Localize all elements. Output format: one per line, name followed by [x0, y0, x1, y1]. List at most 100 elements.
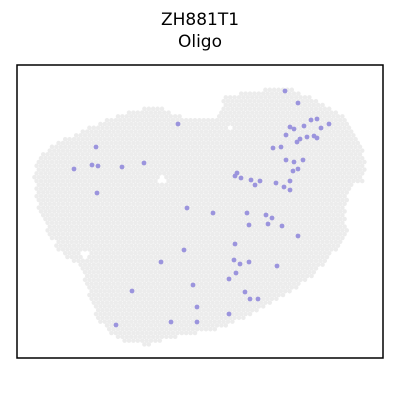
- tissue-spot: [256, 114, 262, 119]
- tissue-spot: [69, 171, 75, 176]
- tissue-spot: [190, 205, 196, 210]
- tissue-spot: [80, 167, 86, 172]
- tissue-spot: [247, 152, 253, 157]
- tissue-spot: [124, 136, 130, 142]
- tissue-spot: [188, 247, 193, 252]
- tissue-spot: [291, 228, 297, 233]
- tissue-spot: [150, 326, 156, 332]
- tissue-spot: [115, 159, 121, 165]
- tissue-spot: [166, 148, 171, 153]
- tissue-spot: [293, 155, 299, 161]
- tissue-spot: [58, 159, 64, 165]
- tissue-spot: [73, 209, 79, 214]
- tissue-spot: [245, 201, 251, 207]
- tissue-spot: [296, 220, 301, 226]
- tissue-spot: [243, 220, 248, 226]
- tissue-spot: [65, 171, 70, 176]
- tissue-spot: [159, 197, 165, 203]
- tissue-spot: [241, 171, 246, 176]
- tissue-spot: [318, 144, 323, 150]
- tissue-spot: [254, 239, 259, 245]
- tissue-spot: [166, 163, 171, 169]
- tissue-spot: [102, 190, 108, 195]
- tissue-spot: [249, 148, 255, 153]
- tissue-spot: [309, 114, 314, 119]
- tissue-spot: [232, 247, 237, 252]
- tissue-spot: [276, 133, 281, 138]
- tissue-spot: [296, 129, 301, 134]
- tissue-spot: [181, 129, 187, 134]
- tissue-spot: [258, 163, 264, 169]
- tissue-spot: [164, 190, 169, 195]
- tissue-spot: [194, 266, 200, 271]
- tissue-spot: [307, 110, 312, 115]
- tissue-spot: [95, 125, 101, 131]
- tissue-spot: [78, 163, 83, 169]
- tissue-spot: [188, 224, 193, 229]
- tissue-spot: [201, 300, 207, 305]
- tissue-spot: [225, 220, 231, 226]
- tissue-spot: [179, 163, 185, 169]
- tissue-spot: [100, 224, 105, 229]
- highlighted-spot: [263, 212, 269, 218]
- tissue-spot: [318, 106, 323, 112]
- tissue-spot: [76, 235, 81, 241]
- highlighted-spot: [300, 157, 306, 163]
- tissue-spot: [95, 315, 101, 321]
- tissue-spot: [331, 152, 336, 157]
- tissue-spot: [139, 171, 145, 176]
- tissue-spot: [282, 197, 288, 203]
- tissue-spot: [164, 334, 169, 340]
- tissue-spot: [241, 315, 246, 321]
- tissue-spot: [172, 281, 178, 286]
- tissue-spot: [302, 231, 308, 237]
- tissue-spot: [76, 182, 81, 188]
- tissue-spot: [139, 117, 145, 123]
- tissue-spot: [175, 193, 180, 199]
- tissue-spot: [329, 193, 334, 199]
- tissue-spot: [159, 159, 165, 165]
- tissue-spot: [49, 152, 55, 157]
- tissue-spot: [309, 152, 314, 157]
- highlighted-spot: [210, 210, 216, 216]
- tissue-spot: [326, 144, 332, 150]
- tissue-spot: [335, 159, 341, 165]
- tissue-spot: [296, 182, 301, 188]
- tissue-spot: [234, 304, 240, 309]
- tissue-spot: [313, 182, 319, 188]
- tissue-spot: [230, 281, 235, 286]
- tissue-spot: [73, 216, 79, 222]
- tissue-spot: [355, 171, 361, 176]
- tissue-spot: [102, 152, 108, 157]
- tissue-spot: [131, 247, 136, 252]
- tissue-spot: [302, 140, 308, 146]
- tissue-spot: [241, 201, 246, 207]
- tissue-spot: [153, 209, 158, 214]
- tissue-spot: [324, 178, 330, 184]
- tissue-spot: [245, 148, 251, 153]
- tissue-spot: [120, 304, 125, 309]
- tissue-spot: [269, 174, 275, 180]
- tissue-spot: [133, 152, 138, 157]
- tissue-spot: [148, 216, 154, 222]
- tissue-spot: [329, 178, 334, 184]
- tissue-spot: [194, 273, 200, 279]
- tissue-spot: [161, 224, 167, 229]
- tissue-spot: [137, 334, 143, 340]
- tissue-spot: [142, 319, 147, 324]
- tissue-spot: [78, 133, 83, 138]
- tissue-spot: [274, 167, 279, 172]
- tissue-spot: [113, 216, 119, 222]
- tissue-spot: [45, 174, 50, 180]
- tissue-spot: [194, 250, 200, 256]
- tissue-spot: [199, 288, 204, 294]
- tissue-spot: [243, 250, 248, 256]
- tissue-spot: [179, 330, 185, 336]
- tissue-spot: [357, 167, 363, 172]
- tissue-spot: [133, 250, 138, 256]
- tissue-spot: [146, 273, 152, 279]
- tissue-spot: [153, 171, 158, 176]
- tissue-spot: [106, 319, 112, 324]
- tissue-spot: [201, 163, 207, 169]
- tissue-spot: [177, 197, 182, 203]
